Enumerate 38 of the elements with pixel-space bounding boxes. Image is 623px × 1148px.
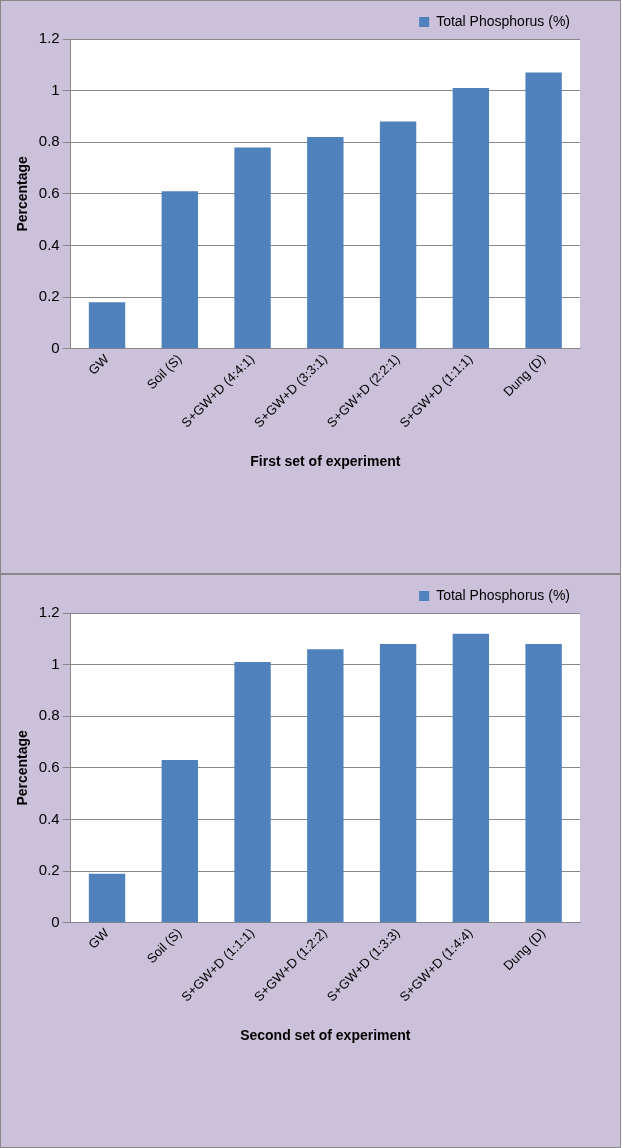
y-tick-label: 0.8 — [38, 706, 60, 724]
bar — [88, 873, 126, 923]
x-tick-label: Soil (S) — [143, 925, 185, 967]
bar — [161, 760, 198, 923]
x-tick-label: Soil (S) — [143, 351, 185, 393]
bar — [379, 121, 417, 349]
bar — [452, 88, 490, 349]
y-tick-label: 1 — [51, 80, 60, 98]
y-tick-label: 0 — [51, 338, 60, 356]
y-tick-label: 0.8 — [38, 132, 60, 150]
bar — [307, 649, 344, 923]
y-axis-title: Percentage — [14, 729, 31, 806]
bar — [307, 137, 344, 349]
y-tick-label: 1 — [51, 654, 60, 672]
bar — [452, 633, 490, 923]
bar — [234, 147, 271, 349]
y-tick-label: 0 — [51, 912, 60, 930]
y-tick-label: 1.2 — [38, 29, 60, 47]
legend-label: Total Phosphorus (%) — [436, 12, 570, 29]
bar — [525, 643, 562, 923]
x-tick-label: GW — [85, 350, 113, 378]
x-tick-label: GW — [85, 924, 113, 952]
bar — [379, 643, 417, 923]
x-axis-title: Second set of experiment — [240, 1027, 411, 1044]
y-tick-label: 0.6 — [38, 184, 60, 201]
legend-label: Total Phosphorus (%) — [436, 586, 570, 603]
bar — [525, 72, 562, 349]
bar — [234, 662, 271, 923]
bar — [161, 191, 198, 349]
y-tick-label: 0.6 — [38, 758, 60, 775]
y-tick-label: 0.2 — [38, 861, 60, 879]
y-tick-label: 0.4 — [38, 809, 60, 827]
y-tick-label: 0.4 — [38, 235, 60, 253]
bar — [88, 302, 126, 349]
y-axis-title: Percentage — [14, 155, 31, 232]
y-tick-label: 1.2 — [38, 603, 60, 621]
x-axis-title: First set of experiment — [250, 453, 401, 470]
y-tick-label: 0.2 — [38, 287, 60, 305]
